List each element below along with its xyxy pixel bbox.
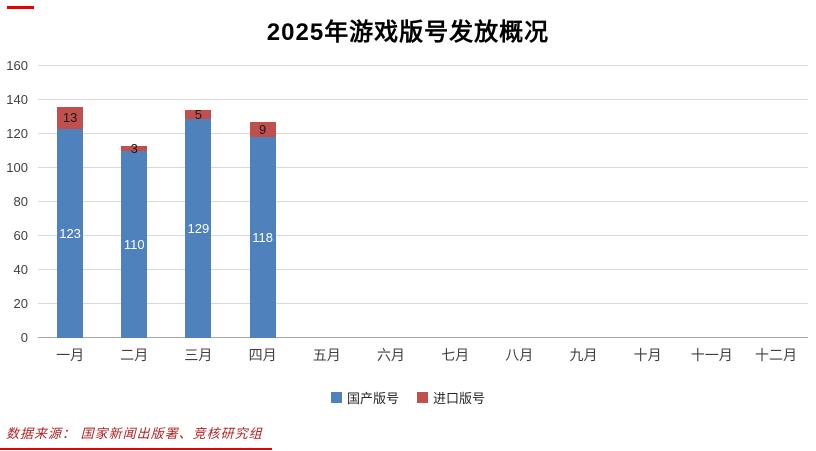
legend-item-imported: 进口版号	[417, 388, 485, 407]
bar-segment-domestic: 129	[185, 118, 212, 338]
gridline	[38, 303, 808, 304]
bar-segment-domestic: 110	[121, 151, 148, 338]
y-tick-label: 60	[13, 228, 28, 243]
bar-value-label: 5	[194, 106, 203, 122]
chart-title: 2025年游戏版号发放概况	[266, 19, 550, 46]
y-tick-label: 100	[6, 160, 28, 175]
x-tick-label: 十月	[633, 347, 662, 363]
x-tick-label: 一月	[56, 347, 85, 363]
y-tick-label: 120	[6, 126, 28, 141]
x-tick-label: 五月	[312, 347, 341, 363]
gridline	[38, 65, 808, 66]
legend: 国产版号 进口版号	[0, 388, 816, 407]
bar-segment-domestic: 123	[57, 128, 84, 338]
y-tick-label: 20	[13, 296, 28, 311]
bar-segment-domestic: 118	[249, 137, 276, 338]
bar-value-label: 110	[123, 237, 145, 252]
x-tick-label: 六月	[376, 347, 405, 363]
x-tick-label: 九月	[569, 347, 598, 363]
x-tick-label: 八月	[505, 347, 534, 363]
legend-label: 国产版号	[346, 391, 399, 406]
gridline	[38, 337, 808, 338]
gridline	[38, 133, 808, 134]
bar-value-label: 129	[187, 220, 210, 236]
top-left-red-dash	[7, 6, 34, 9]
bar-value-label: 9	[258, 122, 267, 138]
bar-value-label: 123	[59, 225, 81, 241]
bar-column: 123 13	[57, 66, 84, 338]
y-tick-label: 40	[13, 262, 28, 277]
y-tick-label: 80	[13, 194, 28, 209]
x-axis: 一月 二月 三月 四月 五月 六月 七月 八月 九月 十月 十一月 十二月	[38, 344, 808, 366]
plot-area: 123 13 110 3 129 5 118 9	[38, 65, 808, 338]
bar-value-label: 13	[62, 110, 78, 126]
x-tick-label: 七月	[441, 347, 470, 363]
x-tick-label: 四月	[248, 347, 277, 363]
legend-swatch	[330, 392, 342, 403]
gridline	[38, 269, 808, 270]
gridline	[38, 99, 808, 100]
footer-red-line	[0, 448, 272, 450]
bar-value-label: 118	[252, 230, 273, 246]
y-tick-label: 160	[6, 58, 28, 73]
bar-column: 118 9	[249, 66, 276, 338]
x-tick-label: 三月	[184, 347, 213, 363]
bar-segment-imported: 5	[185, 106, 212, 122]
legend-swatch	[417, 392, 428, 403]
x-tick-label: 二月	[120, 347, 149, 363]
data-source: 数据来源： 国家新闻出版署、竞核研究组	[6, 426, 263, 441]
gridline	[38, 167, 808, 168]
bar-segment-imported: 3	[121, 142, 148, 155]
y-axis: 0 20 40 60 80 100 120 140 160	[0, 58, 32, 345]
y-tick-label: 140	[6, 92, 28, 107]
bar-segment-imported: 13	[57, 106, 84, 129]
x-tick-label: 十一月	[690, 347, 733, 363]
bar-value-label: 3	[130, 140, 138, 156]
gridline	[38, 201, 808, 202]
legend-label: 进口版号	[433, 391, 486, 406]
gridline	[38, 235, 808, 236]
bar-column: 110 3	[121, 66, 148, 338]
y-tick-label: 0	[20, 330, 28, 345]
x-tick-label: 十二月	[754, 347, 797, 363]
bar-segment-imported: 9	[249, 122, 276, 138]
bar-column: 129 5	[185, 66, 212, 338]
legend-item-domestic: 国产版号	[330, 388, 399, 407]
